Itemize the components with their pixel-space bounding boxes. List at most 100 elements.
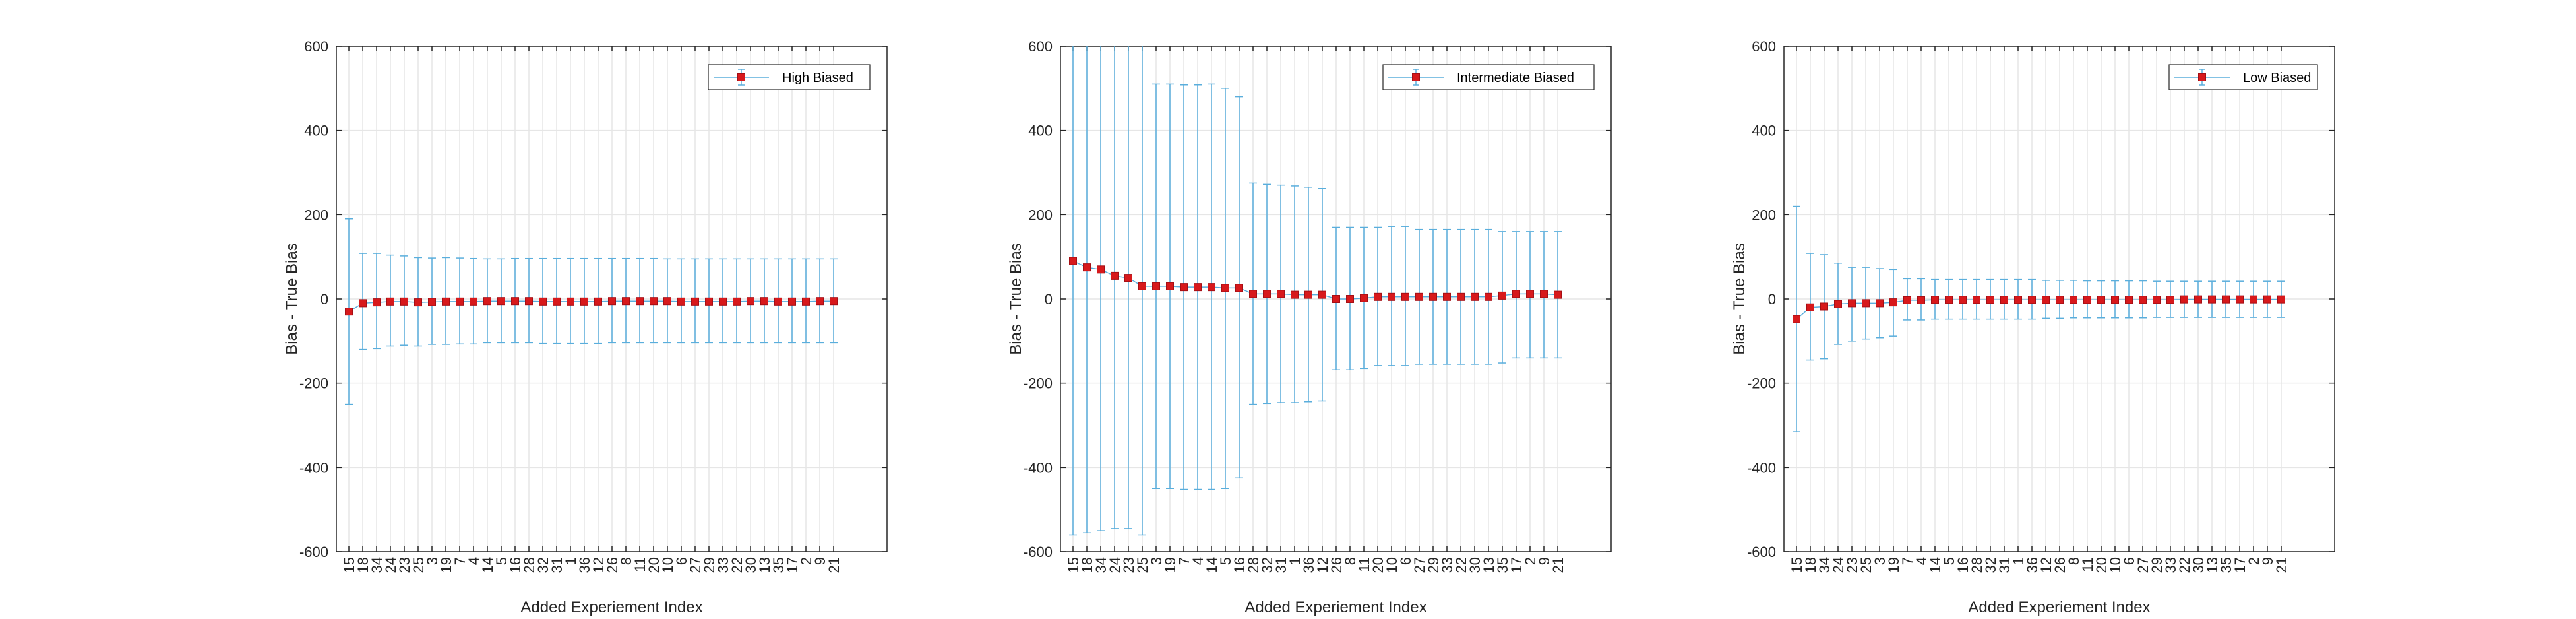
y-tick-label: 400	[1752, 123, 1776, 139]
x-tick-label: 25	[410, 557, 427, 573]
data-point	[2070, 296, 2077, 304]
data-point	[677, 297, 685, 306]
data-point	[2014, 296, 2022, 304]
data-point	[2180, 295, 2188, 304]
data-point	[511, 297, 519, 306]
y-tick-label: -600	[1024, 544, 1053, 560]
data-point	[622, 297, 630, 306]
x-tick-label: 5	[1941, 557, 1957, 565]
y-axis: -600 -400 -200 0 200 400 600	[1024, 38, 1611, 560]
x-tick-label: 33	[2162, 557, 2179, 573]
y-tick-label: -400	[1747, 459, 1776, 476]
x-tick-label: 33	[1439, 557, 1456, 573]
x-tick-label: 10	[659, 557, 676, 573]
x-tick-label: 9	[2259, 557, 2276, 565]
data-point	[539, 297, 547, 306]
x-tick-label: 32	[1982, 557, 1999, 573]
data-point	[456, 297, 464, 306]
x-tick-label: 15	[1789, 557, 1805, 573]
x-tick-label: 20	[2093, 557, 2110, 573]
data-point	[1401, 292, 1409, 301]
legend-marker	[737, 73, 745, 81]
legend: Intermediate Biased	[1382, 64, 1595, 90]
x-tick-label: 34	[369, 557, 385, 573]
legend-label: High Biased	[782, 71, 853, 85]
data-point	[2277, 295, 2285, 304]
x-tick-label: 16	[1955, 557, 1971, 573]
x-tick-label: 1	[563, 557, 579, 565]
x-tick-label: 7	[1899, 557, 1916, 565]
data-point	[830, 297, 838, 306]
x-tick-label: 12	[2038, 557, 2054, 573]
x-tick-label: 16	[1231, 557, 1248, 573]
x-tick-label: 31	[1996, 557, 2013, 573]
x-tick-label: 19	[1886, 557, 1902, 573]
x-tick-label: 15	[341, 557, 357, 573]
x-tick-label: 19	[438, 557, 454, 573]
data-point	[1166, 282, 1174, 290]
data-point	[1945, 296, 1953, 304]
y-tick-label: -200	[1747, 375, 1776, 392]
x-tick-label: 30	[1467, 557, 1483, 573]
x-tick-label: 12	[590, 557, 607, 573]
data-point	[1346, 295, 1354, 303]
x-axis: 1518342423253197414516283231136122681120…	[341, 46, 842, 573]
data-point	[1429, 292, 1437, 301]
x-tick-label: 30	[2190, 557, 2207, 573]
y-axis: -600 -400 -200 0 200 400 600	[1747, 38, 2335, 560]
y-tick-label: 0	[1768, 291, 1776, 308]
data-point	[2097, 296, 2105, 304]
x-tick-label: 36	[2024, 557, 2040, 573]
x-tick-label: 7	[452, 557, 468, 565]
data-point	[1876, 299, 1884, 308]
series-low-biased	[1793, 205, 2285, 432]
data-point	[1834, 300, 1842, 308]
y-tick-label: -200	[1024, 375, 1053, 392]
legend-label: Low Biased	[2243, 71, 2311, 85]
y-tick-label: 200	[1028, 207, 1053, 223]
y-tick-label: 200	[304, 207, 328, 223]
chart-high-biased: -600-400-2000200400600151834242325319741…	[283, 38, 888, 616]
y-tick-label: 200	[1752, 207, 1776, 223]
x-tick-label: 26	[604, 557, 621, 573]
x-tick-label: 35	[1494, 557, 1511, 573]
legend: High Biased	[708, 64, 871, 90]
x-tick-label: 17	[1508, 557, 1525, 573]
x-tick-label: 27	[1411, 557, 1428, 573]
data-point	[373, 298, 381, 307]
x-tick-label: 21	[2273, 557, 2290, 573]
data-point	[1793, 315, 1800, 323]
y-tick-label: -200	[299, 375, 328, 392]
data-point	[1138, 282, 1146, 290]
x-tick-label: 28	[1245, 557, 1262, 573]
legend-marker	[1412, 73, 1420, 81]
data-point	[1221, 284, 1229, 292]
data-point	[1152, 282, 1160, 290]
data-point	[650, 297, 658, 306]
x-axis: 1518342423253197414516283231136122681120…	[1789, 46, 2290, 573]
series-high-biased	[345, 218, 838, 405]
x-tick-label: 1	[1287, 557, 1303, 565]
x-tick-label: 20	[646, 557, 662, 573]
data-point	[760, 297, 768, 306]
data-point	[1973, 296, 1980, 304]
data-point	[483, 297, 491, 306]
data-point	[2263, 295, 2271, 304]
data-point	[2056, 296, 2064, 304]
data-point	[733, 297, 741, 306]
data-point	[2194, 295, 2202, 304]
data-point	[2083, 296, 2091, 304]
x-tick-label: 9	[1536, 557, 1552, 565]
data-point	[386, 297, 394, 306]
data-point	[2000, 296, 2008, 304]
x-tick-label: 36	[1301, 557, 1317, 573]
x-tick-label: 9	[812, 557, 828, 565]
data-point	[2111, 296, 2119, 304]
data-point	[1959, 296, 1967, 304]
series-intermediate-biased	[1069, 46, 1562, 536]
x-tick-label: 30	[743, 557, 759, 573]
x-tick-label: 2	[2246, 557, 2262, 565]
data-point	[1277, 290, 1285, 298]
x-tick-label: 25	[1134, 557, 1151, 573]
x-tick-label: 15	[1065, 557, 1082, 573]
